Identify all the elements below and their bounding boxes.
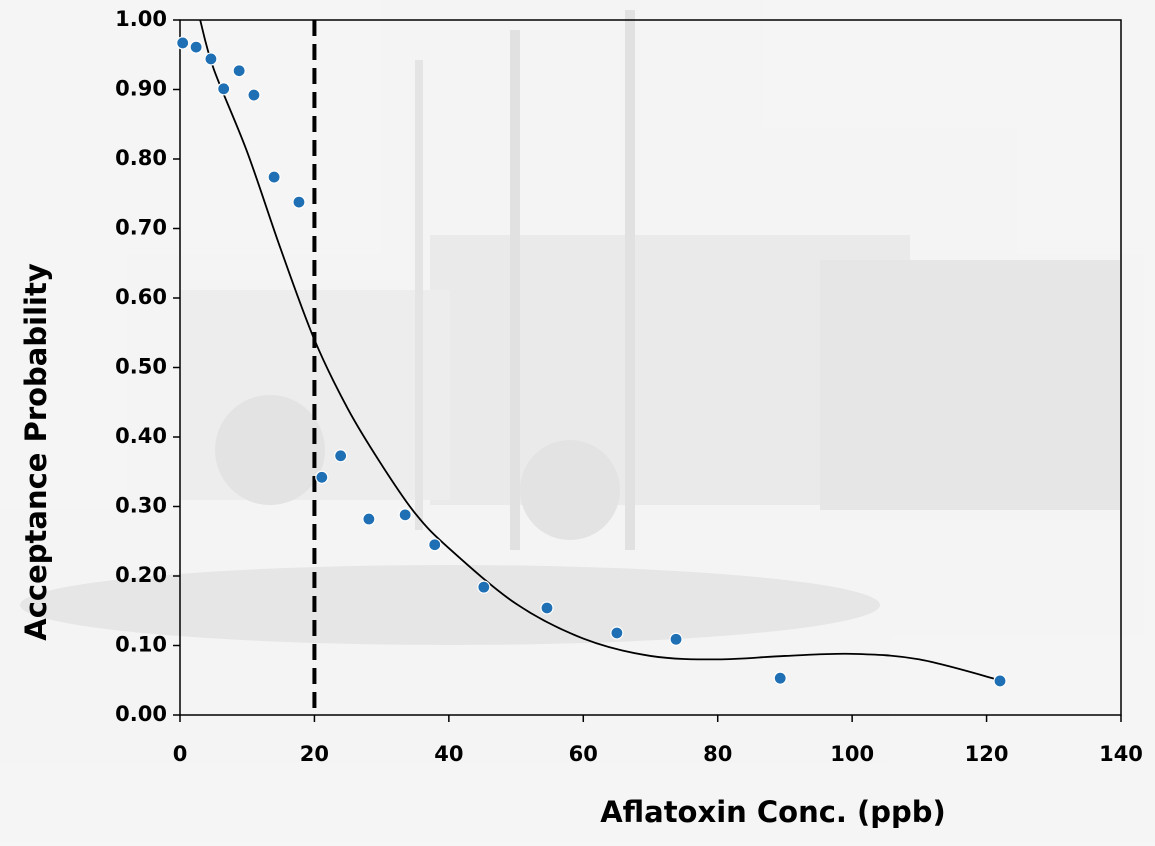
y-tick-label: 0.30 — [115, 494, 167, 518]
data-point — [217, 82, 231, 96]
data-point — [362, 512, 376, 526]
y-tick-label: 0.80 — [115, 146, 167, 170]
fit-curve — [199, 19, 1001, 682]
data-point — [993, 674, 1007, 688]
data-point — [315, 470, 329, 484]
y-tick-label: 0.40 — [115, 424, 167, 448]
data-point — [540, 601, 554, 615]
data-point — [477, 580, 491, 594]
y-tick-label: 0.00 — [115, 702, 167, 726]
y-tick-label: 0.20 — [115, 563, 167, 587]
x-tick-label: 100 — [830, 742, 874, 766]
y-tick-label: 0.60 — [115, 285, 167, 309]
data-point — [669, 632, 683, 646]
y-axis-title: Acceptance Probability — [19, 263, 53, 641]
data-point — [610, 626, 624, 640]
data-point — [773, 671, 787, 685]
y-tick-label: 0.50 — [115, 355, 167, 379]
x-tick-label: 0 — [173, 742, 188, 766]
data-point — [428, 538, 442, 552]
x-tick-label: 80 — [703, 742, 732, 766]
data-point — [267, 170, 281, 184]
x-tick-label: 120 — [965, 742, 1009, 766]
data-point — [204, 52, 218, 66]
data-point — [292, 195, 306, 209]
y-tick-label: 1.00 — [115, 7, 167, 31]
data-point — [247, 88, 261, 102]
x-tick-label: 40 — [434, 742, 463, 766]
x-axis-title: Aflatoxin Conc. (ppb) — [600, 795, 946, 829]
data-point — [334, 449, 348, 463]
x-tick-label: 20 — [300, 742, 329, 766]
y-tick-label: 0.10 — [115, 633, 167, 657]
data-point — [232, 64, 246, 78]
data-point — [398, 508, 412, 522]
data-point — [176, 36, 190, 50]
x-tick-label: 60 — [569, 742, 598, 766]
y-tick-label: 0.70 — [115, 216, 167, 240]
x-tick-label: 140 — [1099, 742, 1143, 766]
data-point — [189, 40, 203, 54]
y-tick-label: 0.90 — [115, 77, 167, 101]
